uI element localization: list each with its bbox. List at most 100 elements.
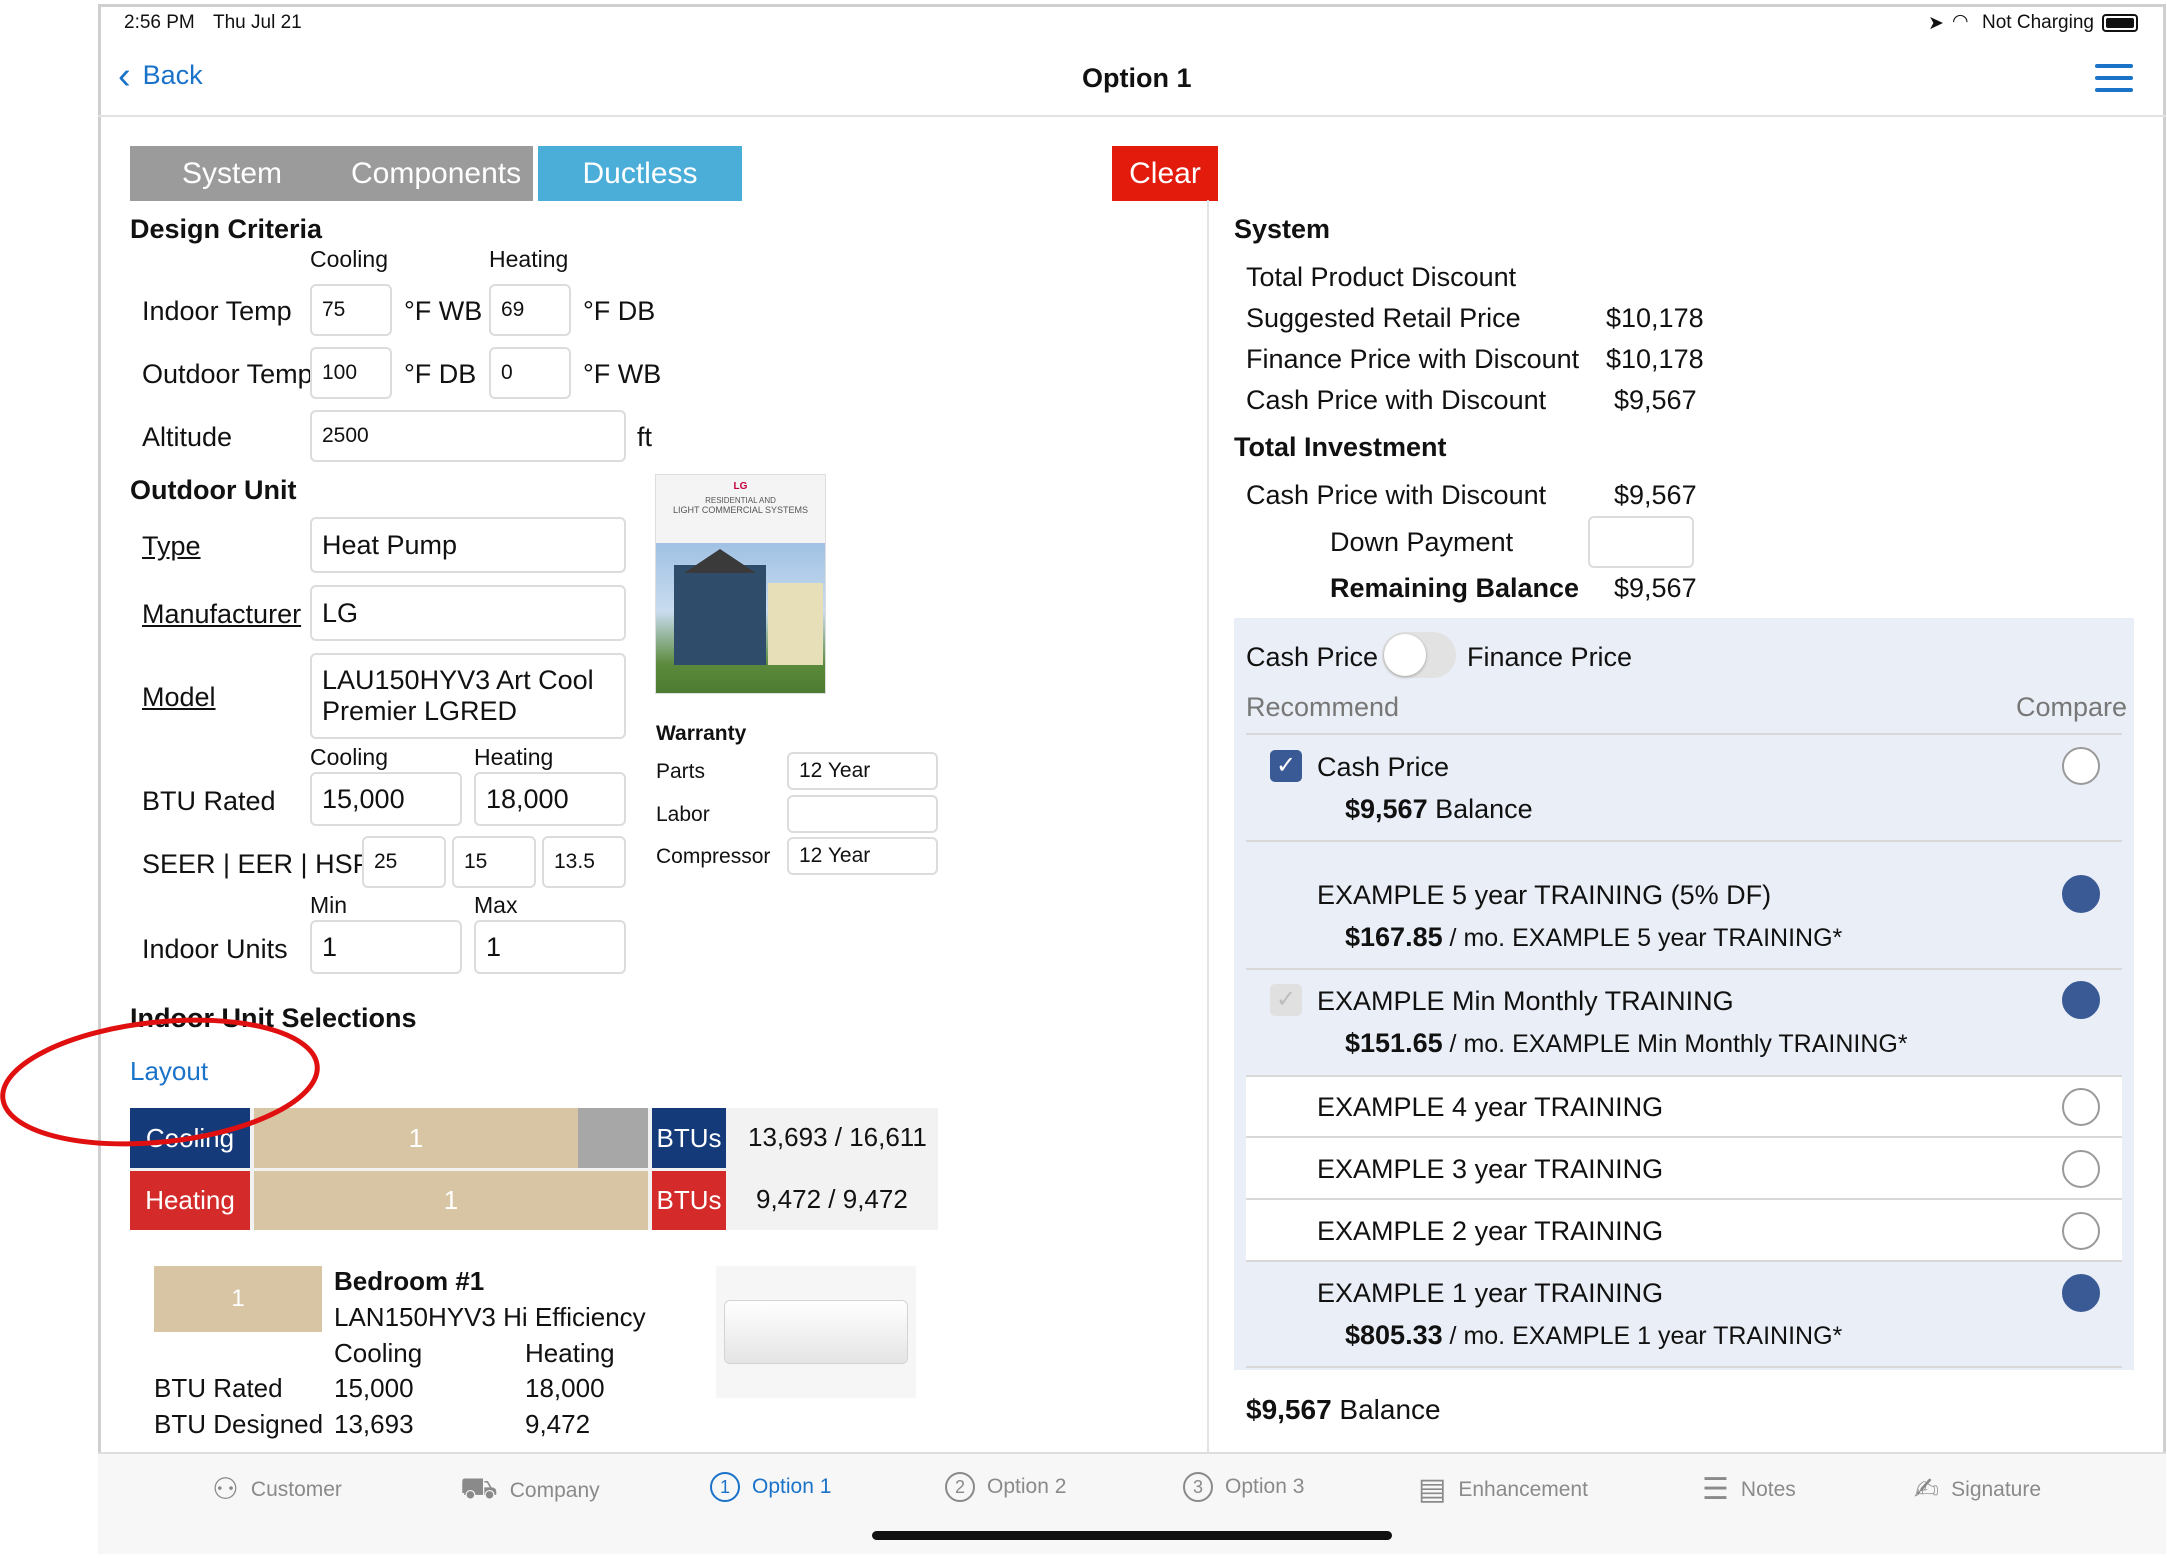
outdoor-cool-input[interactable]: 100 [310, 347, 392, 399]
tab-company[interactable]: ⛟ Company [460, 1472, 600, 1510]
compare-radio-min-monthly[interactable] [2062, 981, 2100, 1019]
status-date: Thu Jul 21 [213, 12, 302, 33]
compressor-label: Compressor [656, 845, 771, 868]
tab-option-3[interactable]: 3 Option 3 [1183, 1472, 1304, 1502]
recommend-checkbox-min-monthly[interactable]: ✓ [1270, 984, 1302, 1016]
cash-price-toggle-label: Cash Price [1246, 642, 1379, 672]
tpd-label: Total Product Discount [1246, 262, 1517, 292]
room-rated-heat: 18,000 [525, 1373, 605, 1403]
remaining-balance-label: Remaining Balance [1330, 573, 1580, 603]
parts-field[interactable]: 12 Year [787, 752, 938, 790]
page-title: Option 1 [1082, 63, 1192, 93]
type-field[interactable]: Heat Pump [310, 517, 626, 573]
cooling-btu-value: 13,693 / 16,611 [748, 1122, 927, 1152]
option-title-min-monthly: EXAMPLE Min Monthly TRAINING [1317, 986, 1734, 1016]
option-amount-min-monthly: $151.65 / mo. EXAMPLE Min Monthly TRAINI… [1345, 1028, 1908, 1058]
segment-system[interactable]: System Components [130, 146, 533, 201]
layout-link[interactable]: Layout [130, 1056, 209, 1086]
room-rated-label: BTU Rated [154, 1373, 283, 1403]
compare-radio-cash[interactable] [2062, 747, 2100, 785]
labor-label: Labor [656, 803, 710, 826]
down-payment-label: Down Payment [1330, 527, 1514, 557]
compare-radio-2yr[interactable] [2062, 1212, 2100, 1250]
lines-icon: ☰ [1702, 1473, 1729, 1506]
altitude-unit: ft [637, 422, 653, 452]
btu-heating-header: Heating [474, 744, 554, 770]
recommend-checkbox-cash[interactable]: ✓ [1270, 750, 1302, 782]
compare-radio-4yr[interactable] [2062, 1088, 2100, 1126]
outdoor-heat-input[interactable]: 0 [489, 347, 571, 399]
min-header: Min [310, 892, 348, 918]
tab-option-2[interactable]: 2 Option 2 [945, 1472, 1066, 1502]
pricing-options-panel [1234, 618, 2134, 1418]
btu-heat-input[interactable]: 18,000 [474, 772, 626, 826]
tab-option-1[interactable]: 1 Option 1 [710, 1472, 831, 1502]
finance-price-toggle-label: Finance Price [1467, 642, 1633, 672]
remaining-balance-value: $9,567 [1614, 573, 1697, 603]
outdoor-unit-title: Outdoor Unit [130, 475, 297, 505]
tab-signature[interactable]: ✍ Signature [1914, 1473, 2042, 1506]
house-photo [656, 543, 825, 693]
indoor-cool-input[interactable]: 75 [310, 284, 392, 336]
model-field[interactable]: LAU150HYV3 Art Cool Premier LGRED [310, 653, 626, 739]
nav-divider [98, 115, 2166, 117]
compare-header: Compare [2016, 692, 2128, 722]
cooling-bar[interactable]: 1 [254, 1108, 578, 1168]
room-name: Bedroom #1 [334, 1266, 485, 1296]
room-designed-cool: 13,693 [334, 1409, 414, 1439]
menu-icon[interactable] [2095, 64, 2133, 100]
cpd-label: Cash Price with Discount [1246, 385, 1547, 415]
heating-bar[interactable]: 1 [254, 1171, 648, 1230]
clear-button[interactable]: Clear [1112, 146, 1218, 201]
document-add-icon: ▤ [1418, 1473, 1447, 1506]
tab-notes[interactable]: ☰ Notes [1702, 1473, 1796, 1506]
eer-input[interactable]: 15 [452, 836, 536, 888]
labor-field[interactable] [787, 795, 938, 833]
battery-icon [2102, 14, 2138, 32]
room-count-block[interactable]: 1 [154, 1266, 322, 1332]
compare-radio-5yr-df[interactable] [2062, 875, 2100, 913]
compressor-field[interactable]: 12 Year [787, 837, 938, 875]
back-button[interactable]: ‹ Back [118, 54, 203, 97]
signature-icon: ✍ [1914, 1473, 1940, 1506]
indoor-heat-input[interactable]: 69 [489, 284, 571, 336]
tab-customer[interactable]: ⚇ Customer [212, 1473, 342, 1506]
down-payment-input[interactable] [1588, 516, 1694, 568]
units-max-input[interactable]: 1 [474, 920, 626, 974]
price-mode-toggle[interactable] [1382, 632, 1456, 678]
option-title-1yr: EXAMPLE 1 year TRAINING [1317, 1278, 1664, 1308]
cpd-value: $9,567 [1614, 385, 1697, 415]
room-designed-heat: 9,472 [525, 1409, 591, 1439]
compare-radio-1yr[interactable] [2062, 1274, 2100, 1312]
room-model: LAN150HYV3 Hi Efficiency [334, 1302, 646, 1332]
option-title-2yr: EXAMPLE 2 year TRAINING [1317, 1216, 1664, 1246]
seer-input[interactable]: 25 [362, 836, 446, 888]
truck-icon: ⛟ [460, 1472, 498, 1505]
inv-cpd-label: Cash Price with Discount [1246, 480, 1547, 510]
type-link[interactable]: Type [142, 531, 201, 561]
outdoor-temp-label: Outdoor Temp [142, 359, 313, 389]
total-investment-title: Total Investment [1234, 432, 1447, 462]
chevron-left-icon: ‹ [118, 54, 131, 97]
units-min-input[interactable]: 1 [310, 920, 462, 974]
tab-enhancement[interactable]: ▤ Enhancement [1418, 1473, 1588, 1506]
outdoor-heat-unit: °F WB [583, 359, 662, 389]
manufacturer-field[interactable]: LG [310, 585, 626, 641]
compare-radio-3yr[interactable] [2062, 1150, 2100, 1188]
indoor-heat-unit: °F DB [583, 296, 656, 326]
hspf-input[interactable]: 13.5 [542, 836, 626, 888]
parts-label: Parts [656, 760, 706, 783]
manufacturer-link[interactable]: Manufacturer [142, 599, 302, 629]
wifi-icon: ◠ [1952, 11, 1969, 32]
segment-ductless[interactable]: Ductless [538, 146, 742, 201]
model-link[interactable]: Model [142, 682, 216, 712]
option-amount-5yr-df: $167.85 / mo. EXAMPLE 5 year TRAINING* [1345, 922, 1843, 952]
indoor-unit-image [716, 1266, 916, 1398]
altitude-input[interactable]: 2500 [310, 410, 626, 462]
system-title: System [1234, 214, 1331, 244]
heating-tag: Heating [130, 1171, 250, 1230]
seer-eer-hspf-label: SEER | EER | HSPF [142, 849, 388, 879]
btu-cool-input[interactable]: 15,000 [310, 772, 462, 826]
option-amount-1yr: $805.33 / mo. EXAMPLE 1 year TRAINING* [1345, 1320, 1843, 1350]
lg-brochure-image[interactable]: LG RESIDENTIAL AND LIGHT COMMERCIAL SYST… [655, 474, 826, 694]
